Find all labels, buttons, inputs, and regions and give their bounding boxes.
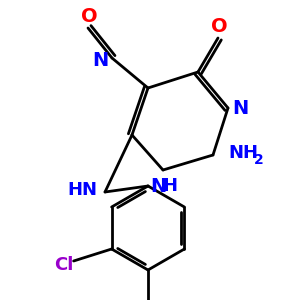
Text: HN: HN: [67, 181, 97, 199]
Text: O: O: [211, 17, 227, 36]
Text: H: H: [163, 177, 178, 195]
Text: 2: 2: [254, 153, 264, 167]
Text: N: N: [93, 50, 109, 70]
Text: Cl: Cl: [54, 256, 73, 274]
Text: N: N: [232, 98, 248, 118]
Text: NH: NH: [228, 144, 258, 162]
Text: O: O: [81, 7, 97, 26]
Text: N: N: [150, 176, 166, 196]
